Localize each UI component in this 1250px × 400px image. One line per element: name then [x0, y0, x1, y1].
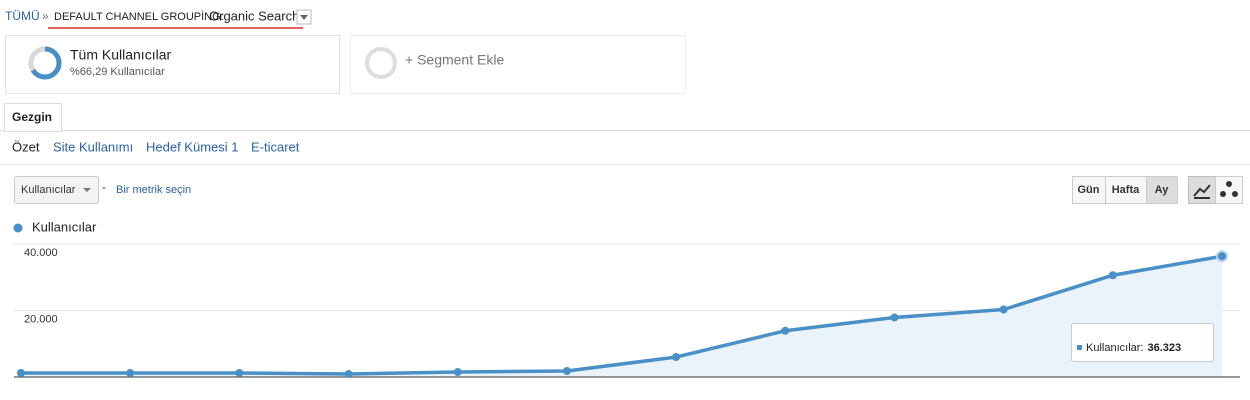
y-tick-label: 40.000	[24, 247, 58, 259]
period-button[interactable]	[1146, 176, 1178, 204]
metric-dropdown[interactable]	[14, 176, 99, 204]
motion-chart-button[interactable]	[1215, 176, 1243, 204]
dropdown-arrow	[300, 15, 308, 20]
point	[126, 369, 135, 378]
period-button[interactable]	[1072, 176, 1106, 204]
segment-card[interactable]	[5, 35, 340, 94]
point	[999, 305, 1008, 314]
breadcrumb-value: Organic Search	[209, 8, 299, 23]
subnav-item[interactable]: Hedef Kümesi 1	[146, 139, 239, 154]
point	[17, 369, 25, 378]
period-label: Ay	[1155, 184, 1170, 196]
tooltip-label: Kullanıcılar:	[1086, 342, 1143, 354]
legend-label: Kullanıcılar	[32, 219, 97, 234]
point	[890, 313, 899, 322]
tooltip	[1071, 323, 1214, 362]
motion-icon	[1232, 191, 1238, 197]
subnav-item[interactable]: Site Kullanımı	[53, 139, 133, 154]
segment-donut	[28, 46, 62, 80]
period-button[interactable]	[1105, 176, 1147, 204]
segment-add-circle	[365, 47, 397, 79]
tab-label: Gezgin	[12, 110, 52, 124]
subnav-item[interactable]: Özet	[12, 139, 40, 154]
tooltip-marker	[1077, 345, 1082, 350]
period-label: Gün	[1078, 184, 1100, 196]
segment-add-card[interactable]	[350, 35, 686, 94]
tooltip-text: Kullanıcılar: 36.323	[1086, 342, 1181, 354]
y-tick-label: 20.000	[24, 313, 58, 325]
point	[453, 368, 462, 377]
point	[1108, 271, 1117, 280]
metric-separator: -	[102, 180, 106, 194]
point	[781, 326, 790, 335]
tab[interactable]	[4, 103, 62, 132]
breadcrumb-dimension: DEFAULT CHANNEL GROUPİNG:	[54, 10, 224, 23]
breadcrumb-separator: »	[42, 9, 49, 23]
line-chart-icon	[1193, 184, 1211, 199]
period-buttons: Gün Hafta Ay	[1072, 176, 1178, 204]
line	[21, 254, 1223, 376]
point	[344, 370, 353, 379]
metric-label: Kullanıcılar	[21, 184, 76, 196]
segment-title: Tüm Kullanıcılar	[70, 47, 171, 63]
area	[21, 256, 1222, 377]
segment-subtitle: %66,29 Kullanıcılar	[70, 66, 165, 78]
period-label: Hafta	[1112, 184, 1140, 196]
chart: 20.000 40.000 Kullanıcılar: 36.323	[14, 243, 1240, 379]
legend-marker	[13, 223, 23, 233]
segment-add[interactable]: + Segment Ekle	[405, 52, 504, 68]
dropdown-arrow	[83, 188, 91, 192]
motion-icon	[1220, 191, 1226, 197]
add-metric[interactable]: Bir metrik seçin	[116, 184, 191, 196]
breadcrumb-root[interactable]: TÜMÜ	[5, 9, 40, 23]
tooltip-value: 36.323	[1147, 342, 1181, 354]
motion-icon	[1226, 181, 1232, 187]
subnav-item[interactable]: E-ticaret	[251, 139, 300, 154]
point	[672, 353, 681, 362]
point	[235, 369, 244, 378]
point	[562, 367, 571, 376]
point	[1216, 250, 1228, 263]
